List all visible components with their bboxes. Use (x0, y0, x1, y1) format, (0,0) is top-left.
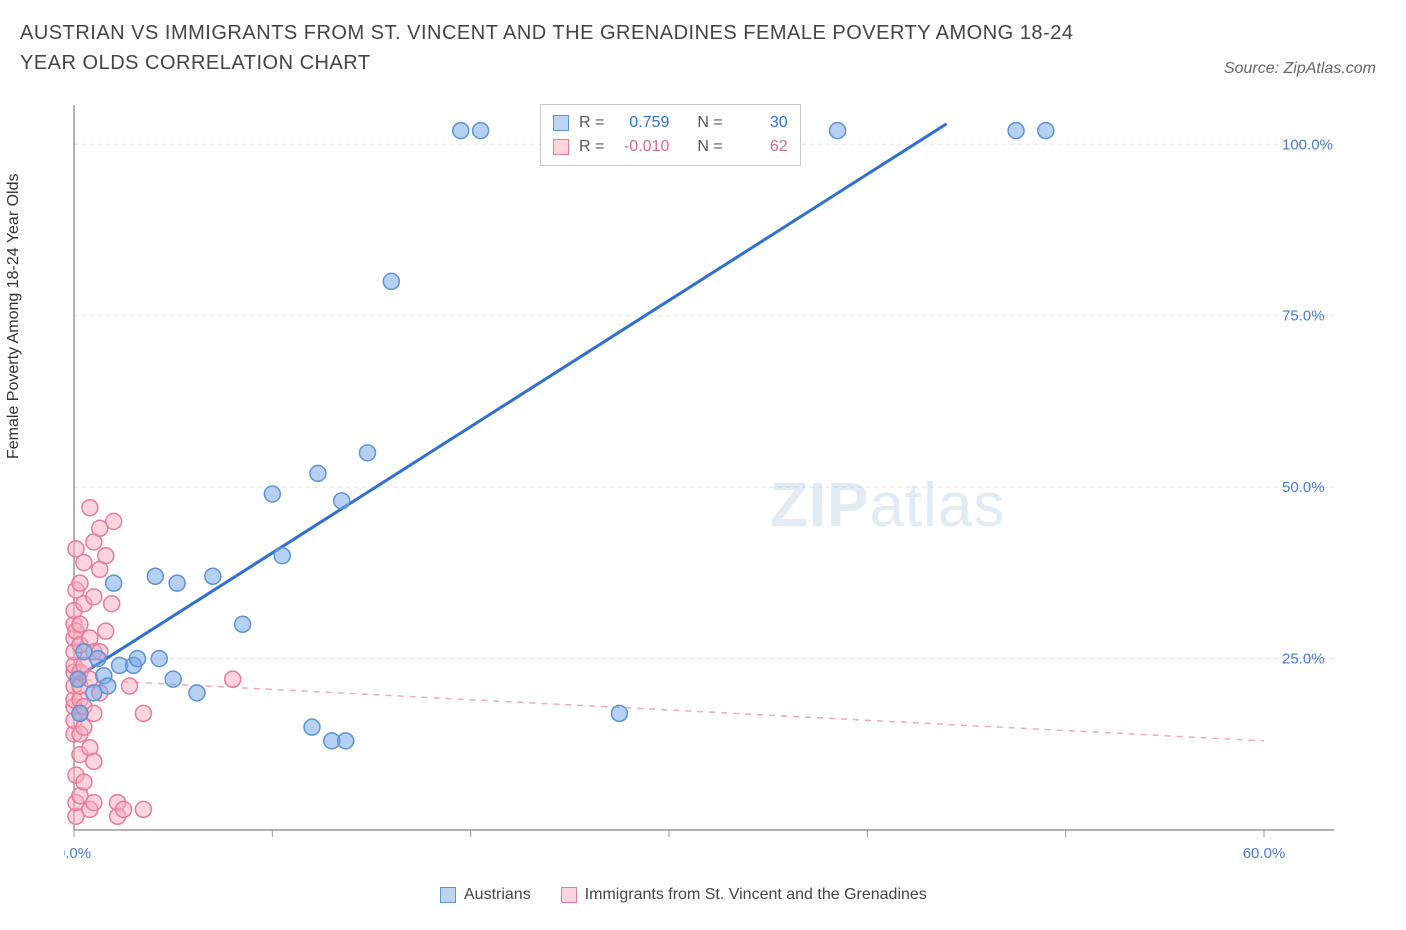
stats-row-austrians: R = 0.759 N = 30 (553, 111, 788, 135)
svg-text:60.0%: 60.0% (1243, 845, 1286, 862)
y-axis-label: Female Poverty Among 18-24 Year Olds (5, 174, 23, 460)
legend: Austrians Immigrants from St. Vincent an… (440, 886, 927, 904)
r-value: 0.759 (614, 111, 669, 135)
n-value: 62 (733, 135, 788, 159)
swatch-icon (440, 887, 456, 903)
r-label: R = (579, 111, 604, 135)
n-value: 30 (733, 111, 788, 135)
legend-item-immigrants: Immigrants from St. Vincent and the Gren… (561, 886, 927, 904)
r-value: -0.010 (614, 135, 669, 159)
correlation-stats-box: R = 0.759 N = 30 R = -0.010 N = 62 (540, 104, 801, 166)
swatch-icon (553, 139, 569, 155)
svg-text:75.0%: 75.0% (1282, 308, 1325, 325)
legend-item-austrians: Austrians (440, 886, 531, 904)
legend-label: Immigrants from St. Vincent and the Gren… (585, 886, 927, 904)
swatch-icon (553, 115, 569, 131)
legend-label: Austrians (464, 886, 531, 904)
swatch-icon (561, 887, 577, 903)
svg-text:0.0%: 0.0% (64, 845, 91, 862)
r-label: R = (579, 135, 604, 159)
n-label: N = (697, 135, 722, 159)
n-label: N = (697, 111, 722, 135)
svg-text:100.0%: 100.0% (1282, 136, 1333, 153)
scatter-chart: 0.0% 60.0% 25.0% 50.0% 75.0% 100.0% (64, 100, 1354, 870)
stats-row-immigrants: R = -0.010 N = 62 (553, 135, 788, 159)
svg-text:50.0%: 50.0% (1282, 479, 1325, 496)
plot-area: 0.0% 60.0% 25.0% 50.0% 75.0% 100.0% (64, 100, 1354, 870)
chart-title: AUSTRIAN VS IMMIGRANTS FROM ST. VINCENT … (20, 18, 1126, 78)
svg-text:25.0%: 25.0% (1282, 651, 1325, 668)
source-credit: Source: ZipAtlas.com (1224, 60, 1376, 78)
